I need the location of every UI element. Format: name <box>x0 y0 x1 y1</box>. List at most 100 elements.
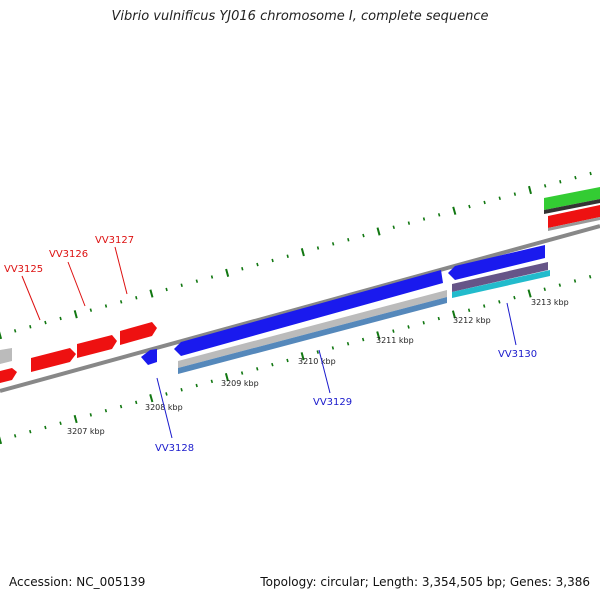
minor-tick <box>104 408 108 413</box>
minor-tick <box>135 400 138 405</box>
major-tick <box>0 331 3 340</box>
minor-tick <box>467 308 471 312</box>
minor-tick <box>574 175 577 180</box>
reverse-strand-genes <box>141 245 550 374</box>
map-title: Vibrio vulnificus YJ016 chromosome I, co… <box>111 9 489 24</box>
minor-tick <box>240 371 244 375</box>
minor-tick <box>44 320 47 325</box>
gene-label-VV3128[interactable]: VV3128 <box>155 443 194 454</box>
forward-gene-edge-red[interactable] <box>0 368 17 383</box>
forward-strand-genes <box>0 322 157 383</box>
minor-tick <box>513 192 517 196</box>
leader-VV3128 <box>156 377 173 439</box>
minor-tick <box>347 238 350 242</box>
gene-label-VV3127[interactable]: VV3127 <box>95 235 134 246</box>
green-feature <box>544 187 600 210</box>
gene-label-VV3130[interactable]: VV3130 <box>498 349 537 360</box>
major-tick <box>225 268 230 277</box>
minor-tick <box>13 329 17 333</box>
minor-tick <box>543 184 547 188</box>
leader-VV3126 <box>67 261 86 307</box>
minor-tick <box>543 287 546 292</box>
kbp-label: 3213 kbp <box>531 298 569 307</box>
minor-tick <box>119 300 123 304</box>
minor-tick <box>44 425 47 430</box>
minor-tick <box>286 358 289 363</box>
minor-tick <box>483 304 486 308</box>
minor-tick <box>589 171 592 176</box>
gene-labels: VV3125 VV3126 VV3127 VV3128 VV3129 VV313… <box>4 235 537 454</box>
purple-subfeature <box>452 262 548 292</box>
gene-VV3127-shape[interactable] <box>120 322 157 345</box>
minor-tick <box>392 329 395 333</box>
inner-tick-ruler <box>0 274 592 445</box>
minor-tick <box>407 325 410 329</box>
minor-tick <box>483 200 486 205</box>
kbp-label: 3210 kbp <box>298 357 336 366</box>
major-tick <box>300 248 305 257</box>
minor-tick <box>468 204 471 209</box>
major-tick <box>452 206 457 215</box>
kbp-label: 3209 kbp <box>221 379 259 388</box>
red-feature-right <box>548 205 600 228</box>
minor-tick <box>195 383 198 388</box>
leader-VV3129 <box>318 349 331 394</box>
leader-VV3127 <box>114 246 128 295</box>
gene-label-VV3129[interactable]: VV3129 <box>313 397 352 408</box>
minor-tick <box>588 274 592 279</box>
major-tick <box>376 227 381 236</box>
minor-tick <box>316 350 319 354</box>
minor-tick <box>210 275 214 279</box>
minor-tick <box>59 316 62 321</box>
gene-VV3130-shape[interactable] <box>448 245 545 280</box>
leader-VV3130 <box>506 302 517 346</box>
major-tick <box>73 414 78 424</box>
gray-subfeature <box>178 290 447 368</box>
gene-VV3128-shape[interactable] <box>141 349 157 365</box>
gene-VV3129-shape[interactable] <box>174 270 443 356</box>
leader-VV3125 <box>21 275 41 321</box>
gene-VV3126-shape[interactable] <box>77 335 117 358</box>
minor-tick <box>256 367 259 371</box>
minor-tick <box>29 429 32 434</box>
dark-feature-band <box>544 199 600 214</box>
major-tick <box>300 352 305 361</box>
forward-gene-edge[interactable] <box>0 348 12 364</box>
major-tick <box>149 289 154 298</box>
kbp-label: 3211 kbp <box>376 336 414 345</box>
kbp-labels: 3207 kbp 3208 kbp 3209 kbp 3210 kbp 3211… <box>67 298 569 436</box>
major-tick <box>451 310 456 319</box>
major-tick <box>0 436 3 445</box>
minor-tick <box>59 421 62 426</box>
minor-tick <box>165 392 168 396</box>
minor-tick <box>180 388 183 392</box>
minor-tick <box>241 267 244 271</box>
major-tick <box>376 331 381 340</box>
minor-tick <box>195 279 199 283</box>
minor-tick <box>29 325 32 329</box>
accession-text: Accession: NC_005139 <box>9 575 146 589</box>
gene-VV3125-shape[interactable] <box>31 348 76 372</box>
cyan-subfeature <box>452 270 550 298</box>
minor-tick <box>407 221 411 225</box>
steelblue-subfeature <box>178 297 447 374</box>
minor-tick <box>392 225 395 230</box>
outer-tick-ruler <box>0 171 592 340</box>
gene-label-VV3125[interactable]: VV3125 <box>4 264 43 275</box>
gene-label-VV3126[interactable]: VV3126 <box>49 249 88 260</box>
minor-tick <box>165 287 168 292</box>
minor-tick <box>422 217 426 221</box>
minor-tick <box>119 404 123 409</box>
kbp-label: 3207 kbp <box>67 427 105 436</box>
kbp-label: 3212 kbp <box>453 316 491 325</box>
minor-tick <box>437 316 440 321</box>
minor-tick <box>498 300 501 304</box>
genome-backbone <box>0 224 600 393</box>
minor-tick <box>362 233 365 238</box>
major-tick <box>528 185 532 195</box>
major-tick <box>527 289 532 298</box>
topology-text: Topology: circular; Length: 3,354,505 bp… <box>260 575 590 589</box>
major-tick <box>149 394 154 403</box>
minor-tick <box>346 341 350 346</box>
minor-tick <box>256 262 259 267</box>
